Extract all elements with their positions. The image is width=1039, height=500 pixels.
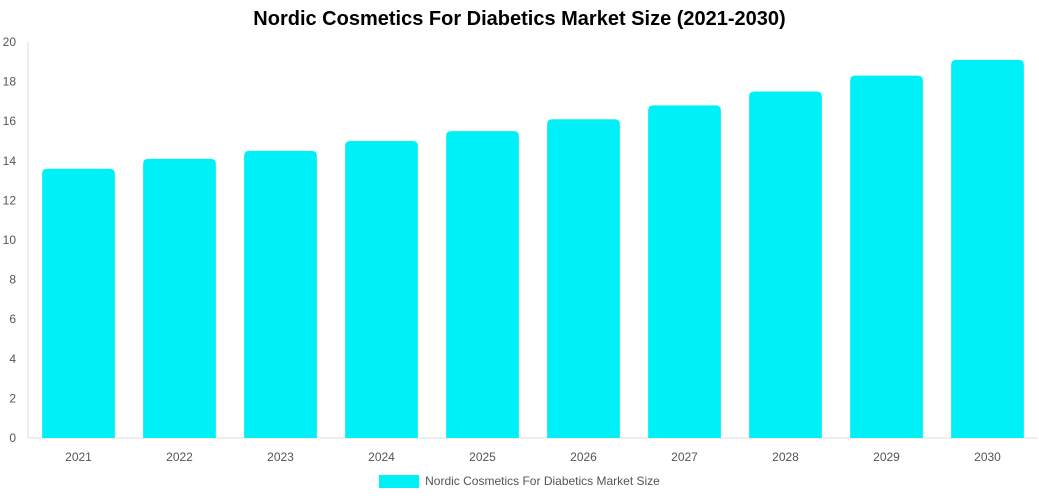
x-tick-label: 2023 [267,450,294,464]
x-tick-label: 2025 [469,450,496,464]
bar-2027 [648,105,721,439]
bar-2023 [244,150,317,438]
x-tick-label: 2030 [974,450,1001,464]
y-tick-label: 4 [9,352,16,366]
bars [42,59,1024,439]
bar-2025 [446,131,519,438]
x-tick-label: 2027 [671,450,698,464]
y-tick-label: 10 [3,233,17,247]
x-tick-label: 2024 [368,450,395,464]
y-tick-label: 18 [3,75,17,89]
x-tick-label: 2022 [166,450,193,464]
bar-2022 [143,158,216,438]
chart-title: Nordic Cosmetics For Diabetics Market Si… [253,8,786,30]
bar-2030 [951,59,1024,438]
bar-2029 [850,75,923,438]
x-tick-label: 2029 [873,450,900,464]
legend-swatch [379,474,420,488]
legend: Nordic Cosmetics For Diabetics Market Si… [0,474,1039,488]
y-tick-label: 16 [3,114,17,128]
y-tick-label: 6 [9,312,16,326]
bar-2028 [749,91,822,438]
bar-2026 [547,119,620,438]
y-tick-label: 12 [3,193,17,207]
x-tick-label: 2021 [65,450,92,464]
x-tick-label: 2026 [570,450,597,464]
x-tick-label: 2028 [772,450,799,464]
y-tick-label: 8 [9,273,16,287]
legend-label: Nordic Cosmetics For Diabetics Market Si… [425,474,660,488]
bar-2021 [42,168,115,438]
bar-2024 [345,141,418,438]
y-tick-label: 0 [9,431,16,445]
y-axis-ticks: 0 2 4 6 8 10 12 14 16 18 20 [3,35,17,445]
x-axis-ticks: 2021 2022 2023 2024 2025 2026 2027 2028 2029 2030 [65,450,1001,464]
y-tick-label: 14 [3,154,17,168]
y-tick-label: 20 [3,35,17,49]
y-tick-label: 2 [9,391,16,405]
